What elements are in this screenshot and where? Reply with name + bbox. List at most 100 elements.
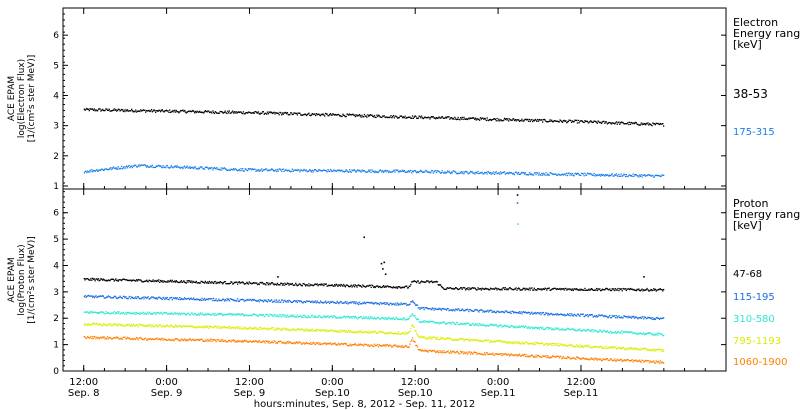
data-point bbox=[403, 333, 405, 336]
data-point bbox=[378, 285, 381, 288]
data-point bbox=[334, 316, 337, 318]
data-point bbox=[339, 301, 342, 303]
data-point bbox=[295, 300, 297, 303]
data-point bbox=[565, 314, 567, 316]
data-point bbox=[356, 170, 358, 172]
data-point bbox=[644, 289, 646, 291]
data-point bbox=[411, 301, 413, 303]
data-point bbox=[246, 112, 248, 114]
data-point bbox=[503, 171, 506, 173]
data-point bbox=[146, 311, 148, 313]
data-point bbox=[531, 311, 533, 313]
data-point bbox=[210, 298, 212, 300]
data-point bbox=[338, 302, 340, 305]
data-point bbox=[228, 300, 230, 302]
data-point bbox=[261, 168, 263, 170]
data-point bbox=[567, 314, 569, 316]
data-point bbox=[183, 110, 185, 112]
data-point bbox=[203, 168, 205, 170]
data-point bbox=[629, 348, 632, 350]
data-point bbox=[165, 109, 168, 111]
data-point bbox=[604, 314, 606, 317]
data-point bbox=[160, 297, 162, 299]
data-point bbox=[252, 112, 254, 114]
data-point bbox=[127, 337, 129, 339]
data-point bbox=[176, 281, 178, 283]
data-point bbox=[503, 353, 506, 355]
data-point bbox=[523, 327, 526, 329]
data-point bbox=[435, 322, 438, 324]
data-point bbox=[101, 324, 103, 327]
data-point bbox=[552, 288, 555, 290]
data-point bbox=[338, 330, 340, 332]
data-point bbox=[247, 327, 250, 329]
data-point bbox=[612, 122, 614, 124]
data-point bbox=[372, 331, 374, 333]
data-point bbox=[256, 300, 259, 302]
data-point bbox=[567, 288, 569, 290]
data-point bbox=[409, 116, 411, 118]
data-point bbox=[498, 353, 500, 355]
data-point bbox=[517, 342, 519, 344]
data-point bbox=[229, 328, 231, 330]
data-point bbox=[322, 302, 324, 304]
data-point bbox=[363, 343, 366, 345]
data-point bbox=[86, 278, 88, 280]
data-point bbox=[590, 346, 593, 349]
data-point bbox=[112, 337, 114, 339]
data-point bbox=[234, 281, 236, 284]
data-point bbox=[129, 110, 131, 112]
data-point bbox=[463, 173, 465, 175]
data-point bbox=[427, 338, 429, 340]
data-point bbox=[190, 111, 192, 113]
data-point bbox=[646, 287, 648, 290]
data-point bbox=[283, 327, 285, 329]
data-point bbox=[605, 121, 608, 123]
data-point bbox=[289, 113, 291, 116]
data-point bbox=[369, 345, 371, 347]
data-point bbox=[308, 329, 310, 331]
data-point bbox=[108, 336, 110, 339]
data-point bbox=[341, 342, 343, 345]
data-point bbox=[459, 172, 461, 174]
data-point bbox=[663, 350, 665, 352]
data-point bbox=[392, 170, 395, 172]
data-point bbox=[536, 356, 538, 358]
data-point bbox=[402, 170, 405, 173]
data-point bbox=[147, 110, 149, 112]
data-point bbox=[506, 325, 508, 327]
data-point bbox=[636, 333, 638, 336]
data-point bbox=[97, 312, 99, 314]
data-point bbox=[563, 119, 565, 122]
data-point bbox=[105, 337, 107, 339]
data-point bbox=[377, 343, 379, 346]
data-point bbox=[89, 324, 91, 326]
data-point bbox=[330, 329, 332, 331]
data-point bbox=[472, 353, 474, 355]
data-point bbox=[489, 118, 491, 121]
data-point bbox=[486, 324, 488, 326]
data-point bbox=[220, 339, 222, 341]
data-point bbox=[302, 302, 304, 304]
data-point bbox=[279, 284, 281, 286]
data-point bbox=[359, 115, 361, 117]
data-point bbox=[461, 172, 463, 175]
data-point bbox=[278, 314, 280, 316]
data-point bbox=[242, 328, 244, 330]
data-point bbox=[373, 302, 376, 305]
data-point bbox=[167, 110, 169, 112]
data-point bbox=[457, 288, 459, 291]
data-point bbox=[373, 303, 375, 305]
data-point bbox=[264, 315, 266, 318]
data-point bbox=[628, 315, 630, 317]
data-point bbox=[415, 304, 417, 306]
data-point bbox=[300, 328, 303, 330]
data-point bbox=[316, 316, 318, 318]
data-point bbox=[559, 356, 561, 358]
y-tick-label: 4 bbox=[53, 261, 59, 271]
data-point bbox=[464, 324, 467, 326]
data-point bbox=[306, 300, 308, 302]
data-point bbox=[232, 326, 234, 329]
data-point bbox=[281, 299, 284, 301]
data-point bbox=[653, 176, 656, 178]
